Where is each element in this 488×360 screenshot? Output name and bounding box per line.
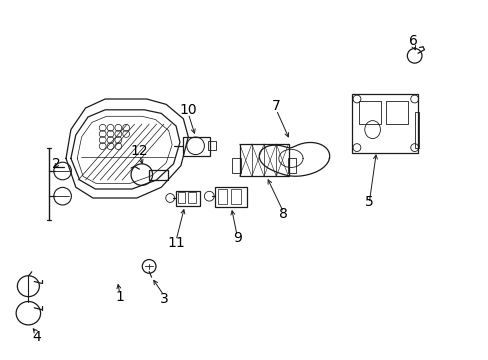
Bar <box>351 94 417 153</box>
Text: 1: 1 <box>115 290 124 304</box>
Text: 6: 6 <box>408 35 417 48</box>
Bar <box>149 170 167 180</box>
Text: 9: 9 <box>232 231 241 244</box>
Bar <box>208 141 215 150</box>
Bar <box>176 191 200 206</box>
Bar <box>178 192 185 203</box>
Bar <box>287 158 296 173</box>
Text: 12: 12 <box>130 144 148 158</box>
Bar <box>183 137 210 156</box>
Bar <box>359 101 381 124</box>
Bar <box>188 192 195 203</box>
Text: 5: 5 <box>364 195 373 208</box>
Text: 7: 7 <box>271 99 280 113</box>
Text: 2: 2 <box>52 157 61 171</box>
Text: 8: 8 <box>279 207 287 221</box>
Text: 3: 3 <box>159 292 168 306</box>
Text: 10: 10 <box>179 103 197 117</box>
Bar <box>239 144 288 176</box>
Text: 4: 4 <box>32 330 41 343</box>
Bar <box>217 189 227 204</box>
Bar <box>231 189 241 204</box>
Bar <box>386 101 407 124</box>
Text: 11: 11 <box>167 236 184 250</box>
Bar <box>414 112 418 148</box>
Bar <box>215 187 246 207</box>
Bar <box>232 158 241 173</box>
